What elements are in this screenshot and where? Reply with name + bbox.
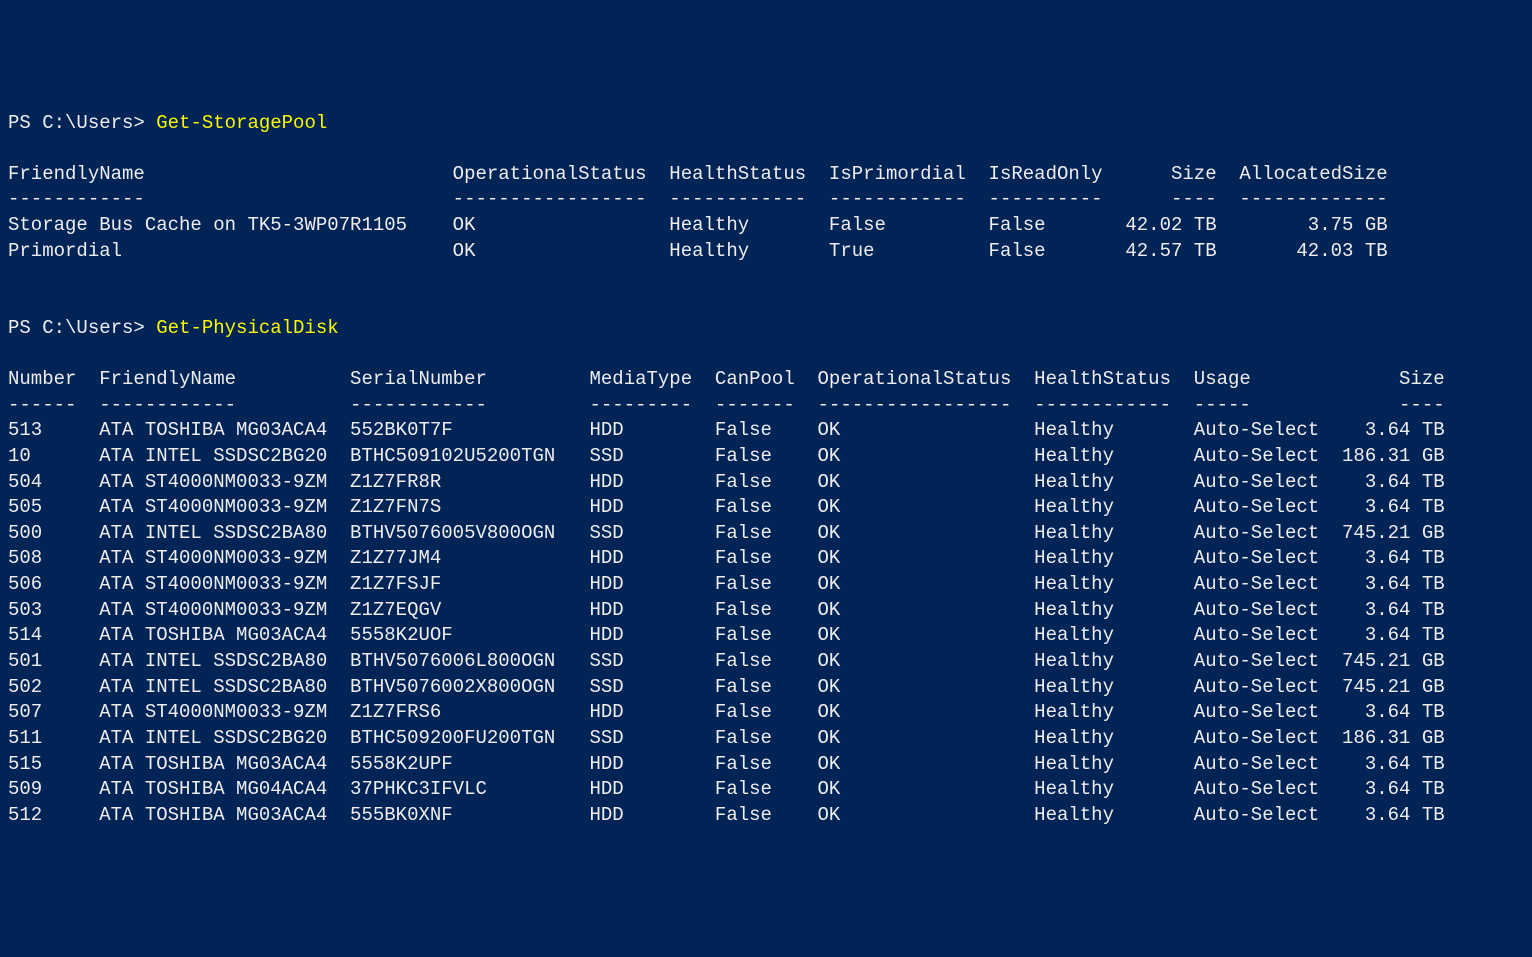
prompt: PS C:\Users> <box>8 317 156 339</box>
command-output: FriendlyName OperationalStatus HealthSta… <box>8 163 1388 262</box>
command: Get-PhysicalDisk <box>156 317 338 339</box>
command-output: Number FriendlyName SerialNumber MediaTy… <box>8 368 1445 826</box>
powershell-terminal[interactable]: PS C:\Users> Get-StoragePool FriendlyNam… <box>8 111 1524 829</box>
command: Get-StoragePool <box>156 112 327 134</box>
prompt: PS C:\Users> <box>8 112 156 134</box>
